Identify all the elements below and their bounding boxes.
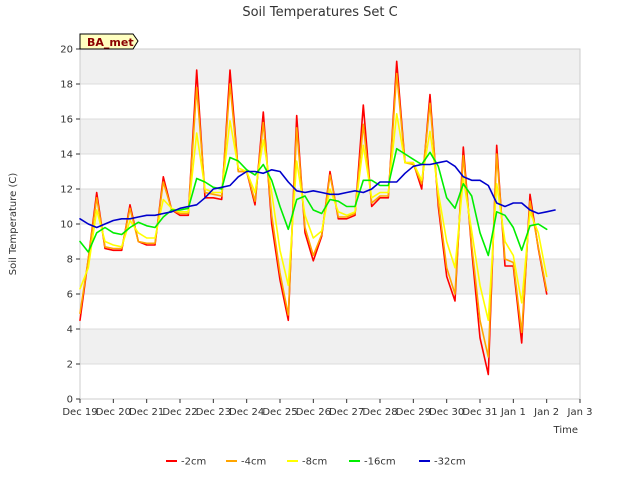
y-tick-label: 16 xyxy=(60,115,73,126)
x-tick-label: Dec 27 xyxy=(329,407,364,418)
background-band xyxy=(80,49,580,84)
legend-label: -32cm xyxy=(434,457,466,468)
x-tick-label: Dec 22 xyxy=(162,407,197,418)
badge-label: BA_met xyxy=(87,36,134,49)
y-tick-label: 18 xyxy=(60,80,73,91)
y-tick-label: 20 xyxy=(60,45,73,56)
legend-label: -8cm xyxy=(302,457,327,468)
x-tick-label: Dec 20 xyxy=(96,407,131,418)
background-band xyxy=(80,259,580,294)
series-line-16cmcm xyxy=(79,147,548,257)
y-tick-label: 0 xyxy=(67,395,73,406)
x-tick-label: Dec 26 xyxy=(296,407,331,418)
legend-label: -4cm xyxy=(241,457,266,468)
x-tick-label: Dec 25 xyxy=(262,407,297,418)
x-tick-label: Dec 23 xyxy=(196,407,231,418)
x-tick-label: Jan 3 xyxy=(567,407,593,418)
legend-item: -2cm xyxy=(166,457,206,468)
legend-item: -8cm xyxy=(287,457,327,468)
background-band xyxy=(80,119,580,154)
y-tick-label: 8 xyxy=(67,255,73,266)
legend-item: -32cm xyxy=(419,457,466,468)
x-tick-label: Dec 21 xyxy=(129,407,164,418)
series-layer xyxy=(79,60,556,376)
y-axis-label: Soil Temperature (C) xyxy=(8,173,19,276)
y-tick-label: 14 xyxy=(60,150,73,161)
x-tick-label: Dec 31 xyxy=(462,407,497,418)
background-bands xyxy=(80,49,580,364)
legend-label: -2cm xyxy=(181,457,206,468)
x-tick-label: Dec 19 xyxy=(62,407,97,418)
x-axis-label: Time xyxy=(553,425,578,436)
y-tick-label: 6 xyxy=(67,290,73,301)
badge-box xyxy=(79,33,139,50)
y-tick-label: 4 xyxy=(67,325,73,336)
x-tick-label: Dec 30 xyxy=(429,407,464,418)
x-tick-label: Jan 2 xyxy=(533,407,559,418)
background-band xyxy=(80,329,580,364)
x-tick-label: Dec 28 xyxy=(362,407,397,418)
legend-item: -16cm xyxy=(349,457,396,468)
site-badge: BA_met xyxy=(79,33,139,50)
legend-item: -4cm xyxy=(226,457,266,468)
y-tick-label: 10 xyxy=(60,220,73,231)
y-tick-label: 2 xyxy=(67,360,73,371)
y-axis: 0 2 4 6 8 10 12 14 16 18 20 xyxy=(60,45,80,406)
x-tick-label: Jan 1 xyxy=(500,407,526,418)
chart-title: Soil Temperatures Set C xyxy=(242,5,397,20)
legend-label: -16cm xyxy=(364,457,396,468)
series-line-32cmcm xyxy=(79,160,556,229)
x-tick-label: Dec 24 xyxy=(229,407,264,418)
y-tick-label: 12 xyxy=(60,185,73,196)
legend: -2cm -4cm -8cm -16cm -32cm xyxy=(166,457,466,468)
x-tick-label: Dec 29 xyxy=(396,407,431,418)
